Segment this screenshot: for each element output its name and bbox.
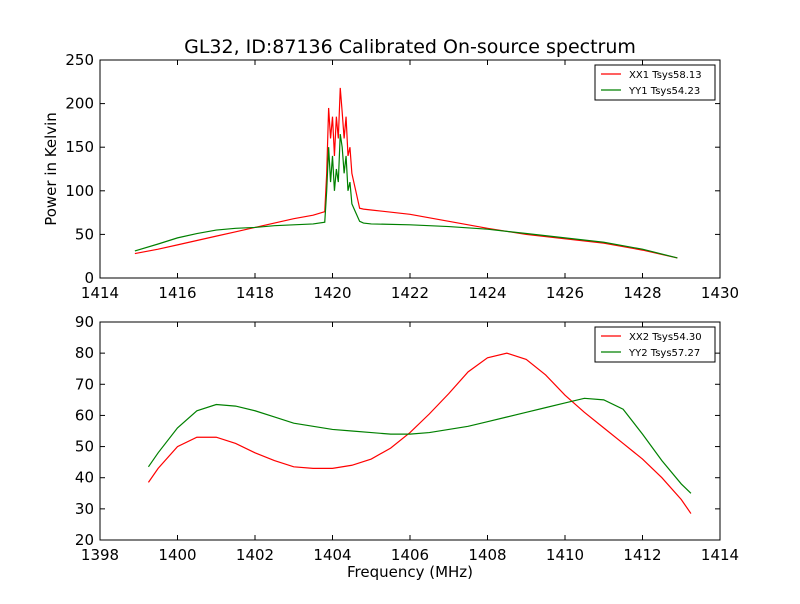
top-x-tick-label: 1426 <box>546 284 584 302</box>
bottom-y-tick-label: 70 <box>75 375 94 393</box>
bottom-legend-box <box>594 326 716 363</box>
bottom-y-tick-label: 50 <box>75 438 94 456</box>
top-y-tick-label: 50 <box>75 225 94 243</box>
top-legend-box <box>594 64 716 101</box>
bottom-x-tick-label: 1398 <box>81 546 119 564</box>
bottom-series-line-1 <box>147 352 692 514</box>
top-x-tick-label: 1414 <box>81 284 119 302</box>
bottom-x-tick-label: 1414 <box>701 546 739 564</box>
top-legend-label-1: XX1 Tsys58.13 <box>629 70 702 81</box>
top-y-axis-label: Power in Kelvin <box>42 112 60 226</box>
top-x-tick-label: 1424 <box>468 284 506 302</box>
top-x-tick-label: 1418 <box>236 284 274 302</box>
top-y-tick-label: 250 <box>65 51 94 69</box>
bottom-spectrum-plot: 1398 1400 1402 1404 1406 1408 1410 1412 1414 20 30… <box>75 313 739 581</box>
top-y-tick-label: 100 <box>65 182 94 200</box>
top-x-tick-label: 1422 <box>391 284 429 302</box>
top-x-tick-label: 1430 <box>701 284 739 302</box>
bottom-x-tick-label: 1412 <box>623 546 661 564</box>
chart-title: GL32, ID:87136 Calibrated On-source spec… <box>184 36 636 58</box>
bottom-x-tick-label: 1408 <box>468 546 506 564</box>
bottom-y-tick-label: 60 <box>75 406 94 424</box>
bottom-y-tick-label: 20 <box>75 531 94 549</box>
bottom-y-tick-label: 80 <box>75 344 94 362</box>
bottom-legend-label-2: YY2 Tsys57.27 <box>628 348 700 359</box>
bottom-x-tick-label: 1410 <box>546 546 584 564</box>
bottom-legend-label-1: XX2 Tsys54.30 <box>629 332 702 343</box>
bottom-y-tick-label: 40 <box>75 469 94 487</box>
bottom-legend: XX2 Tsys54.30 YY2 Tsys57.27 <box>594 326 716 363</box>
top-y-tick-label: 200 <box>65 95 94 113</box>
bottom-y-tick-label: 90 <box>75 313 94 331</box>
bottom-y-tick-label: 30 <box>75 500 94 518</box>
bottom-x-tick-label: 1404 <box>313 546 351 564</box>
bottom-x-tick-label: 1406 <box>391 546 429 564</box>
bottom-x-tick-label: 1402 <box>236 546 274 564</box>
top-series-line-2 <box>134 134 678 259</box>
top-series-line-1 <box>134 87 678 259</box>
top-legend-label-2: YY1 Tsys54.23 <box>628 86 700 97</box>
top-y-tick-label: 150 <box>65 138 94 156</box>
top-spectrum-plot: 1414 1416 1418 1420 1422 1424 1426 1428 1430 0 50 1… <box>42 51 739 302</box>
top-x-tick-label: 1420 <box>313 284 351 302</box>
bottom-x-tick-label: 1400 <box>158 546 196 564</box>
top-y-tick-label: 0 <box>84 269 94 287</box>
bottom-series-line-2 <box>147 397 692 494</box>
top-legend: XX1 Tsys58.13 YY1 Tsys54.23 <box>594 64 716 101</box>
bottom-x-axis-label: Frequency (MHz) <box>347 563 473 581</box>
top-x-tick-label: 1416 <box>158 284 196 302</box>
top-x-tick-label: 1428 <box>623 284 661 302</box>
